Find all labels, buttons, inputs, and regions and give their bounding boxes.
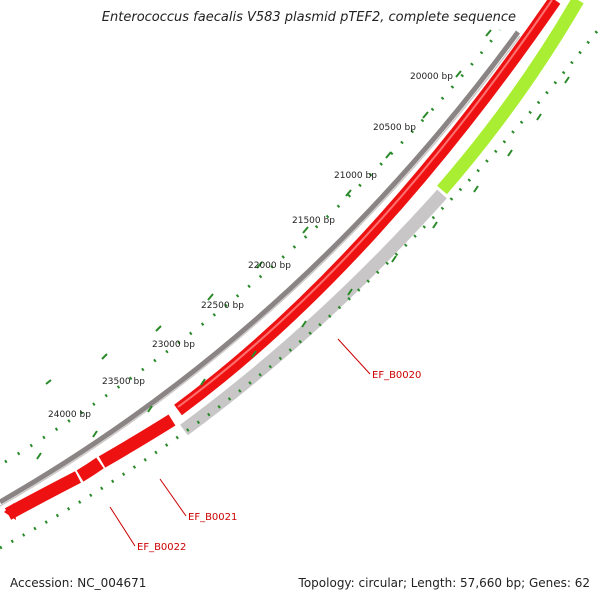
ruler-label-20500: 20500 bp — [373, 123, 416, 133]
gene-arrowhead — [4, 503, 16, 520]
leader-line-ef-b0020 — [337, 338, 371, 375]
major-ticks — [45, 29, 492, 385]
ruler-label-23500: 23500 bp — [102, 377, 145, 387]
gene-feature-large — [174, 0, 561, 416]
gene-feature-ef-b0020 — [180, 189, 447, 436]
gene-feature-ef-b0022 — [76, 457, 104, 482]
ruler-label-21000: 21000 bp — [334, 171, 377, 181]
ruler-label-23000: 23000 bp — [152, 340, 195, 350]
ruler-label-24000: 24000 bp — [48, 410, 91, 420]
gene-label-ef-b0021: EF_B0021 — [188, 512, 237, 523]
major-ticks-inner — [36, 76, 570, 460]
leader-line-ef-b0022 — [109, 506, 136, 547]
ruler-label-21500: 21500 bp — [292, 216, 335, 226]
gene-feature-highlight — [177, 0, 553, 408]
ruler-label-20000: 20000 bp — [410, 72, 453, 82]
gene-label-ef-b0022: EF_B0022 — [137, 542, 186, 553]
accession-text: Accession: NC_004671 — [10, 576, 147, 590]
gene-label-ef-b0020: EF_B0020 — [372, 370, 421, 381]
ruler-label-22000: 22000 bp — [248, 261, 291, 271]
outer-tick-ring — [4, 29, 502, 464]
sequence-backbone — [0, 30, 521, 505]
gene-feature-green — [437, 0, 584, 195]
sequence-backbone-shadow — [0, 35, 521, 507]
gene-feature-ef-b0021 — [98, 414, 176, 468]
ruler-label-22500: 22500 bp — [201, 301, 244, 311]
leader-line-ef-b0021 — [159, 478, 187, 517]
summary-text: Topology: circular; Length: 57,660 bp; G… — [298, 576, 590, 590]
map-title: Enterococcus faecalis V583 plasmid pTEF2… — [101, 10, 516, 25]
